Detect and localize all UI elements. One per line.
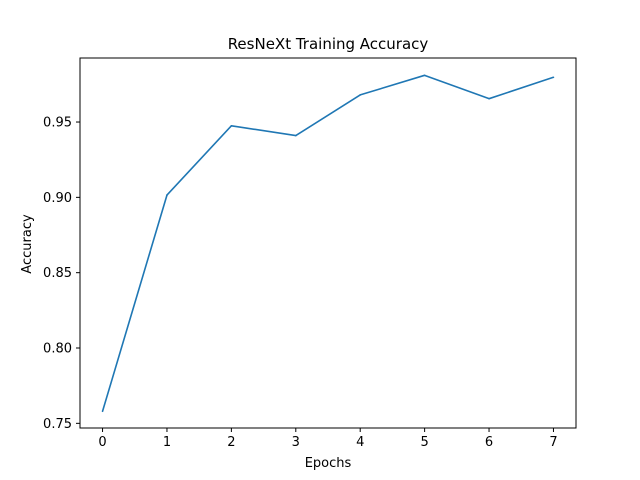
chart-title: ResNeXt Training Accuracy — [228, 35, 429, 53]
series-layer — [101, 74, 555, 413]
plot-frame — [79, 57, 577, 429]
data-point — [230, 124, 233, 127]
x-axis-label: Epochs — [305, 456, 352, 471]
data-point — [166, 194, 168, 196]
ticks-layer: 0 1 2 3 4 5 6 7 0.75 0.80 0.85 0.90 0.95 — [43, 116, 558, 450]
y-axis-label: Accuracy — [20, 214, 35, 274]
y-tick-label: 0.90 — [43, 191, 72, 206]
x-tick-label: 3 — [292, 435, 300, 450]
x-tick-label: 4 — [356, 435, 364, 450]
x-tick-label: 2 — [227, 435, 235, 450]
data-point — [423, 74, 426, 77]
y-tick-label: 0.85 — [43, 266, 72, 281]
data-point — [101, 410, 104, 413]
series-line — [101, 74, 554, 412]
data-point — [294, 134, 297, 137]
x-tick-label: 6 — [485, 435, 493, 450]
y-tick-label: 0.80 — [43, 342, 72, 357]
x-tick-label: 1 — [163, 435, 171, 450]
data-point — [488, 97, 490, 100]
x-tick-label: 7 — [549, 435, 557, 450]
y-tick-label: 0.95 — [43, 116, 72, 131]
x-tick-label: 5 — [420, 435, 428, 450]
x-tick-label: 0 — [98, 435, 106, 450]
y-tick-label: 0.75 — [43, 417, 72, 432]
data-point — [359, 94, 362, 96]
data-point — [552, 76, 555, 79]
